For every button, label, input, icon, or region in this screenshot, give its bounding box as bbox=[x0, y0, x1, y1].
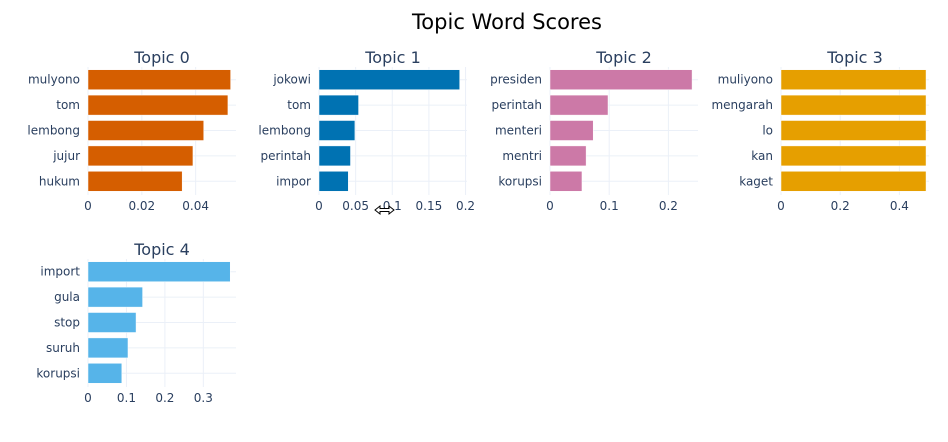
subplot-title: Topic 2 bbox=[595, 48, 652, 67]
bar bbox=[549, 171, 583, 192]
bar bbox=[549, 94, 609, 116]
bar bbox=[87, 120, 204, 141]
x-tick-label: 0.05 bbox=[342, 199, 369, 213]
category-label: mulyono bbox=[28, 73, 80, 87]
category-label: lembong bbox=[258, 124, 311, 138]
subplot-title: Topic 1 bbox=[364, 48, 421, 67]
bar bbox=[318, 145, 351, 167]
x-tick-label: 0 bbox=[777, 199, 785, 213]
bar bbox=[87, 312, 137, 333]
subplot-title: Topic 4 bbox=[133, 240, 190, 259]
bar bbox=[87, 261, 231, 282]
category-label: kaget bbox=[739, 174, 773, 188]
bar bbox=[549, 145, 587, 167]
x-tick-label: 0.4 bbox=[890, 199, 909, 213]
category-label: import bbox=[40, 265, 80, 279]
x-tick-label: 0.15 bbox=[416, 199, 443, 213]
subplot-topic-1: Topic 1 jokowi tom lembong perintah impor 0 0.0… bbox=[258, 48, 475, 213]
bar bbox=[87, 337, 129, 359]
bar bbox=[87, 363, 123, 384]
bar bbox=[780, 120, 927, 141]
subplot-topic-3: Topic 3 muliyono mengarah lo kan kaget 0 0.2 0.4 bbox=[711, 48, 929, 213]
category-label: hukum bbox=[39, 174, 80, 188]
x-tick-label: 0 bbox=[315, 199, 323, 213]
category-label: presiden bbox=[490, 73, 542, 87]
bar bbox=[87, 94, 229, 116]
x-tick-label: 0.2 bbox=[659, 199, 678, 213]
bar bbox=[87, 171, 183, 192]
bar bbox=[318, 94, 359, 116]
subplot-title: Topic 3 bbox=[826, 48, 883, 67]
x-tick-label: 0.3 bbox=[194, 391, 213, 405]
category-label: tom bbox=[287, 98, 311, 112]
subplot-topic-0: Topic 0 mulyono tom lembong jujur hukum 0 0.02 0… bbox=[27, 48, 236, 213]
subplot-title: Topic 0 bbox=[133, 48, 190, 67]
x-tick-label: 0 bbox=[84, 391, 92, 405]
x-tick-label: 0.1 bbox=[600, 199, 619, 213]
x-tick-label: 0.2 bbox=[456, 199, 475, 213]
bar bbox=[318, 171, 349, 192]
chart-title: Topic Word Scores bbox=[412, 10, 602, 34]
category-label: korupsi bbox=[498, 174, 542, 188]
category-label: muliyono bbox=[718, 73, 773, 87]
subplot-topic-4: Topic 4 import gula stop suruh korupsi 0 0.1 0.2… bbox=[36, 240, 236, 405]
x-tick-label: 0 bbox=[546, 199, 554, 213]
x-tick-label: 0.1 bbox=[117, 391, 136, 405]
category-label: perintah bbox=[260, 149, 311, 163]
category-label: menteri bbox=[495, 124, 542, 138]
bar bbox=[780, 94, 927, 116]
subplot-topic-2: Topic 2 presiden perintah menteri mentri koru… bbox=[490, 48, 698, 213]
category-label: lembong bbox=[27, 124, 80, 138]
category-label: perintah bbox=[491, 98, 542, 112]
bar bbox=[780, 69, 927, 90]
x-tick-label: 0.02 bbox=[128, 199, 155, 213]
category-label: gula bbox=[54, 290, 80, 304]
bar bbox=[549, 120, 594, 141]
category-label: suruh bbox=[46, 341, 80, 355]
category-label: kan bbox=[751, 149, 773, 163]
bar bbox=[780, 171, 927, 192]
category-label: impor bbox=[276, 174, 311, 188]
x-tick-label: 0.2 bbox=[831, 199, 850, 213]
category-label: mengarah bbox=[711, 98, 773, 112]
bar bbox=[318, 69, 460, 90]
bar bbox=[87, 69, 231, 90]
category-label: mentri bbox=[502, 149, 542, 163]
bar bbox=[549, 69, 693, 90]
category-label: korupsi bbox=[36, 366, 80, 380]
resize-cursor-icon bbox=[374, 204, 395, 216]
category-label: jujur bbox=[52, 149, 80, 163]
bar bbox=[780, 145, 927, 167]
bar bbox=[87, 286, 143, 308]
bar bbox=[87, 145, 194, 167]
category-label: jokowi bbox=[272, 73, 311, 87]
bar bbox=[318, 120, 356, 141]
x-tick-label: 0.2 bbox=[155, 391, 174, 405]
category-label: tom bbox=[56, 98, 80, 112]
category-label: lo bbox=[762, 124, 773, 138]
category-label: stop bbox=[54, 316, 80, 330]
x-tick-label: 0.04 bbox=[182, 199, 209, 213]
x-tick-label: 0 bbox=[84, 199, 92, 213]
